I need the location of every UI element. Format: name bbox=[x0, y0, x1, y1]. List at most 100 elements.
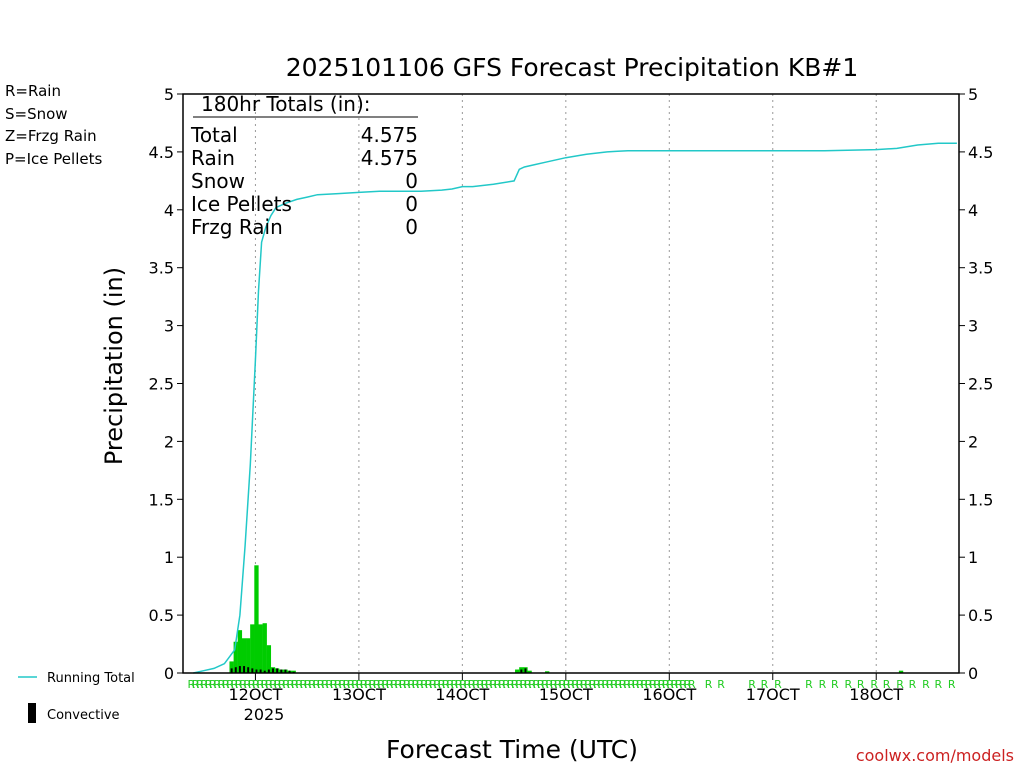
running-total-line bbox=[193, 142, 957, 674]
ptype-marker: R bbox=[248, 678, 256, 691]
convective-bar bbox=[272, 668, 274, 673]
ptype-marker: R bbox=[896, 678, 904, 691]
ptype-marker: R bbox=[774, 678, 782, 691]
ptype-marker: R bbox=[213, 678, 221, 691]
totals-header: 180hr Totals (in): bbox=[201, 92, 371, 116]
ptype-marker: R bbox=[360, 678, 368, 691]
ptype-marker: R bbox=[675, 678, 683, 691]
ptype-marker: R bbox=[748, 678, 756, 691]
precip-bar bbox=[250, 624, 255, 673]
y-tick-label-left: 4 bbox=[164, 201, 174, 220]
totals-rain-value: 4.575 bbox=[361, 146, 418, 170]
ptype-marker: R bbox=[948, 678, 956, 691]
ptype-legend: R=Rain S=Snow Z=Frzg Rain P=Ice Pellets bbox=[5, 82, 102, 168]
ptype-marker: R bbox=[632, 678, 640, 691]
y-tick-label-right: 3.5 bbox=[968, 259, 993, 278]
ptype-marker: R bbox=[412, 678, 420, 691]
convective-bar bbox=[230, 668, 233, 673]
ptype-marker: R bbox=[265, 678, 273, 691]
convective-bar bbox=[280, 669, 283, 673]
ptype-marker: R bbox=[602, 678, 610, 691]
totals-snow-label: Snow bbox=[191, 169, 245, 193]
precip-bar bbox=[237, 630, 243, 673]
ptype-marker: R bbox=[222, 678, 230, 691]
ptype-marker: R bbox=[485, 678, 493, 691]
ptype-marker: R bbox=[550, 678, 558, 691]
ptype-marker: R bbox=[584, 678, 592, 691]
ptype-marker: R bbox=[282, 678, 290, 691]
convective-bar bbox=[243, 666, 246, 673]
ptype-marker: R bbox=[528, 678, 536, 691]
legend-rain: R=Rain bbox=[5, 82, 61, 100]
ptype-marker: R bbox=[571, 678, 579, 691]
convective-bar bbox=[259, 669, 262, 673]
ptype-marker: R bbox=[274, 678, 282, 691]
ptype-marker: R bbox=[883, 678, 891, 691]
convective-bar bbox=[251, 668, 254, 673]
ptype-marker: R bbox=[343, 678, 351, 691]
y-tick-label-left: 2 bbox=[164, 432, 174, 451]
x-tick-label: 12OCT bbox=[228, 685, 282, 704]
ptype-marker: R bbox=[451, 678, 459, 691]
convective-bar bbox=[524, 668, 527, 673]
y-tick-label-left: 1.5 bbox=[149, 490, 174, 509]
ptype-marker: R bbox=[489, 678, 497, 691]
ptype-marker: R bbox=[226, 678, 234, 691]
convective-bar bbox=[247, 667, 250, 673]
ptype-marker: R bbox=[313, 678, 321, 691]
x-tick-label: 14OCT bbox=[435, 685, 489, 704]
ptype-marker: R bbox=[295, 678, 303, 691]
ptype-marker: R bbox=[640, 678, 648, 691]
ptype-marker: R bbox=[347, 678, 355, 691]
y-tick-label-right: 1 bbox=[968, 548, 978, 567]
convective-bar bbox=[288, 670, 291, 673]
ptype-marker: R bbox=[416, 678, 424, 691]
ptype-marker: R bbox=[541, 678, 549, 691]
ptype-marker: R bbox=[304, 678, 312, 691]
ptype-marker: R bbox=[494, 678, 502, 691]
ptype-marker: R bbox=[515, 678, 523, 691]
ptype-marker: R bbox=[261, 678, 269, 691]
ptype-marker: R bbox=[636, 678, 644, 691]
ptype-marker: R bbox=[831, 678, 839, 691]
convective-bar bbox=[276, 668, 279, 673]
running-total-legend-label: Running Total bbox=[47, 671, 135, 686]
ptype-marker: R bbox=[717, 678, 725, 691]
y-tick-label-left: 4.5 bbox=[149, 143, 174, 162]
ptype-marker: R bbox=[477, 678, 485, 691]
ptype-marker: R bbox=[196, 678, 204, 691]
ptype-marker: R bbox=[200, 678, 208, 691]
totals-frzg-rain-value: 0 bbox=[405, 215, 418, 239]
ptype-marker: R bbox=[395, 678, 403, 691]
convective-legend-label: Convective bbox=[47, 708, 120, 723]
convective-bar bbox=[520, 669, 523, 673]
x-tick-label: 16OCT bbox=[642, 685, 696, 704]
precip-bar bbox=[229, 661, 234, 673]
ptype-marker: R bbox=[442, 678, 450, 691]
x-tick-label: 17OCT bbox=[746, 685, 800, 704]
convective-bars bbox=[230, 666, 527, 673]
y-tick-label-left: 2.5 bbox=[149, 375, 174, 394]
precip-bar bbox=[262, 623, 267, 673]
ptype-marker: R bbox=[805, 678, 813, 691]
ptype-markers: RRRRRRRRRRRRRRRRRRRRRRRRRRRRRRRRRRRRRRRR… bbox=[187, 678, 955, 691]
ptype-marker: R bbox=[218, 678, 226, 691]
ptype-marker: R bbox=[377, 678, 385, 691]
ptype-marker: R bbox=[455, 678, 463, 691]
ptype-marker: R bbox=[645, 678, 653, 691]
ptype-marker: R bbox=[291, 678, 299, 691]
running-total-series bbox=[193, 142, 957, 674]
convective-bar bbox=[255, 669, 258, 673]
ptype-marker: R bbox=[819, 678, 827, 691]
precip-bar bbox=[233, 641, 238, 673]
ptype-marker: R bbox=[537, 678, 545, 691]
y-tick-labels-right: 0 0.5 1 1.5 2 2.5 3 3.5 4 4.5 5 bbox=[959, 85, 993, 683]
ptype-marker: R bbox=[446, 678, 454, 691]
ptype-marker: R bbox=[909, 678, 917, 691]
ptype-marker: R bbox=[563, 678, 571, 691]
ptype-marker: R bbox=[252, 678, 260, 691]
ptype-marker: R bbox=[351, 678, 359, 691]
y-axis-label: Precipitation (in) bbox=[100, 267, 128, 465]
totals-rain-label: Rain bbox=[191, 146, 235, 170]
ptype-marker: R bbox=[576, 678, 584, 691]
